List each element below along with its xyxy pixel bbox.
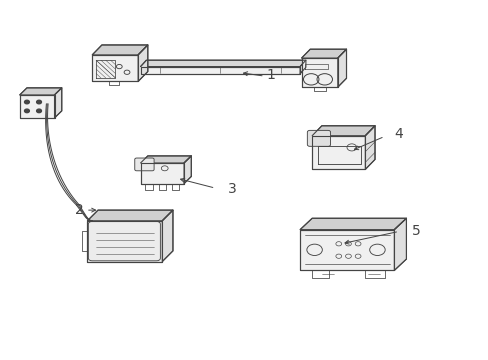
- Circle shape: [24, 100, 29, 104]
- Polygon shape: [337, 49, 346, 87]
- Polygon shape: [162, 210, 173, 261]
- Text: 4: 4: [393, 127, 402, 141]
- Polygon shape: [87, 210, 173, 221]
- Circle shape: [24, 109, 29, 113]
- Polygon shape: [301, 58, 337, 87]
- Circle shape: [37, 109, 41, 113]
- Text: 5: 5: [411, 224, 420, 238]
- Polygon shape: [300, 218, 406, 230]
- FancyBboxPatch shape: [88, 221, 160, 261]
- Polygon shape: [87, 221, 162, 261]
- Polygon shape: [300, 60, 305, 74]
- Circle shape: [37, 100, 41, 104]
- FancyBboxPatch shape: [307, 130, 330, 146]
- Polygon shape: [365, 126, 374, 169]
- Polygon shape: [183, 156, 191, 184]
- FancyBboxPatch shape: [135, 158, 154, 171]
- Polygon shape: [92, 55, 138, 81]
- Polygon shape: [393, 218, 406, 270]
- Polygon shape: [311, 136, 365, 169]
- Text: 3: 3: [227, 182, 236, 196]
- Text: 1: 1: [266, 68, 275, 82]
- Polygon shape: [20, 95, 54, 118]
- Polygon shape: [140, 163, 183, 184]
- Polygon shape: [92, 45, 147, 55]
- Polygon shape: [300, 230, 393, 270]
- Polygon shape: [20, 88, 61, 95]
- Polygon shape: [311, 126, 374, 136]
- Polygon shape: [140, 67, 300, 74]
- Polygon shape: [138, 45, 147, 81]
- Text: 2: 2: [75, 203, 83, 217]
- Polygon shape: [140, 60, 305, 67]
- Polygon shape: [54, 88, 61, 118]
- Polygon shape: [140, 156, 191, 163]
- Polygon shape: [301, 49, 346, 58]
